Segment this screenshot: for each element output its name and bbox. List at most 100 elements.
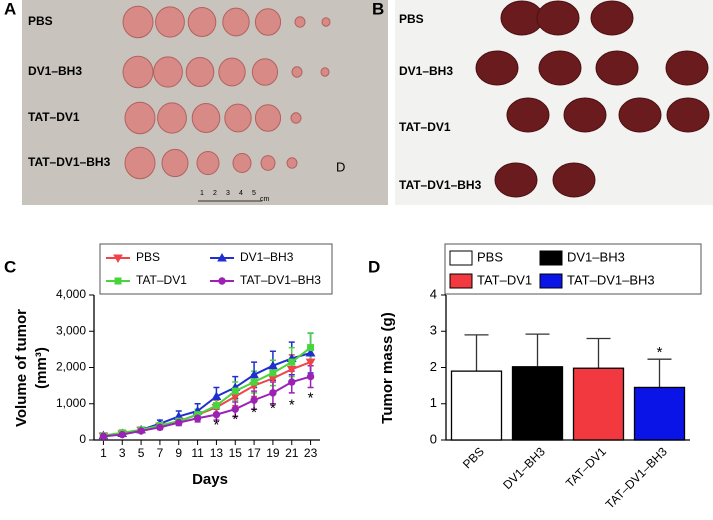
tumor (191, 103, 221, 133)
legend-swatch (539, 250, 563, 266)
bar (633, 386, 686, 441)
marker (113, 254, 123, 264)
legend-label: TAT–DV1 (136, 273, 187, 287)
tumor (666, 97, 710, 133)
x-tick-label: TAT–DV1–BH3 (603, 444, 670, 511)
y-tick-label: 3,000 (56, 323, 86, 337)
marker (217, 252, 227, 262)
tumor (475, 50, 519, 86)
y-tick-label: 1,000 (56, 396, 86, 410)
tumor (124, 146, 156, 180)
y-tick-label: 0 (79, 432, 86, 446)
tumor (260, 155, 276, 171)
tumor (290, 112, 302, 124)
marker (268, 360, 278, 370)
x-tick-label: PBS (460, 444, 487, 471)
annotation: * (213, 416, 219, 433)
tumor (251, 58, 279, 86)
marker (212, 410, 221, 419)
tumor (286, 157, 298, 169)
legend-label: DV1–BH3 (240, 250, 294, 264)
marker (305, 358, 316, 368)
tumor (122, 5, 154, 39)
tumor (506, 97, 550, 133)
marker (118, 430, 126, 439)
tumor (595, 50, 639, 86)
annotation: * (308, 389, 314, 406)
marker (193, 414, 202, 422)
legend-swatch (449, 273, 473, 289)
marker (249, 369, 259, 379)
row-label: DV1–BH3 (28, 64, 82, 78)
x-tick-label: 17 (247, 446, 261, 460)
axis (93, 295, 320, 441)
tumor (157, 102, 187, 134)
x-tick-label: 21 (285, 446, 299, 460)
x-tick-label: 7 (157, 446, 164, 460)
y-tick-label: 0 (430, 431, 437, 446)
tumor (161, 148, 189, 178)
legend-label: TAT–DV1 (477, 272, 532, 287)
tumor (291, 66, 303, 78)
marker (114, 277, 122, 285)
tumor (552, 162, 596, 198)
tumor (254, 8, 282, 36)
legend-label: DV1–BH3 (567, 249, 625, 264)
tumor (536, 0, 580, 36)
marker (218, 277, 226, 285)
tumor (294, 16, 306, 28)
scale-label: 4 (239, 190, 243, 197)
x-tick-label: 19 (266, 446, 280, 460)
panel-label: D (368, 257, 380, 276)
tumor (665, 50, 709, 86)
tumor (224, 103, 252, 133)
marker (99, 432, 108, 441)
row-label: TAT–DV1 (399, 120, 451, 134)
y-tick-label: 3 (430, 323, 437, 338)
annotation: * (232, 411, 238, 428)
legend-label: PBS (136, 250, 160, 264)
row-label: TAT–DV1–BH3 (399, 178, 482, 192)
y-axis-title: Tumor mass (g) (379, 312, 396, 423)
scale-label: cm (260, 196, 270, 203)
x-axis-title: Days (192, 471, 228, 488)
y-tick-label: 1 (430, 395, 437, 410)
marker (286, 365, 297, 375)
row-label: TAT–DV1–BH3 (28, 155, 111, 169)
legend-box (444, 243, 702, 295)
y-tick-label: 2 (430, 359, 437, 374)
row-label: PBS (28, 14, 53, 28)
series-line (103, 361, 311, 438)
bar (511, 366, 564, 441)
marker (231, 387, 239, 395)
y-tick-label: 4 (430, 286, 437, 301)
scale-label: 5 (252, 190, 256, 197)
x-tick-label: 13 (210, 446, 224, 460)
row-label: TAT–DV1 (28, 110, 80, 124)
scale-label: 2 (213, 190, 217, 197)
tumor (153, 56, 183, 88)
series-line (103, 346, 312, 437)
tumor (185, 57, 215, 87)
tumor (124, 101, 156, 135)
x-tick-label: 3 (119, 446, 126, 460)
tumor (494, 162, 538, 198)
marker (288, 358, 296, 366)
y-tick-label: 4,000 (56, 287, 86, 301)
tumor (254, 104, 282, 132)
series-line (103, 375, 311, 438)
annotation: * (270, 400, 276, 417)
tumor (187, 7, 217, 37)
photo-specimens (122, 0, 710, 198)
tumor (618, 97, 662, 133)
tumor (321, 17, 331, 27)
marker (250, 396, 258, 404)
note: D (336, 159, 345, 174)
y-axis-title: Volume of tumor (13, 309, 30, 427)
marker (175, 418, 183, 427)
panel-label: C (4, 257, 16, 276)
marker (305, 347, 316, 357)
legend-swatch (539, 273, 563, 289)
error-bar (647, 358, 672, 388)
error-bar (464, 334, 489, 372)
